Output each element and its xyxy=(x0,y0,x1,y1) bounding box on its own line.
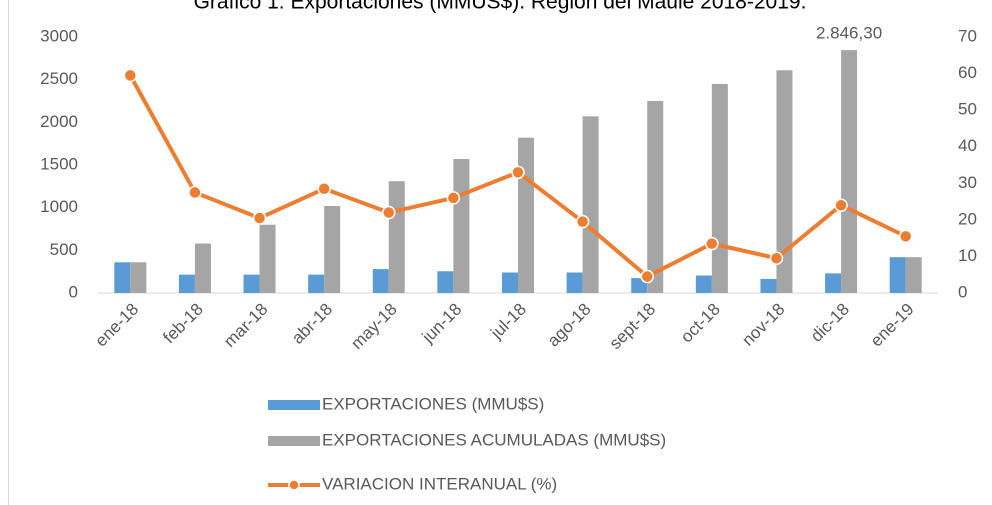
x-tick-label: ago-18 xyxy=(544,300,595,351)
line-marker xyxy=(834,198,848,212)
bar xyxy=(372,269,389,293)
bar xyxy=(905,257,922,293)
bar xyxy=(760,278,777,293)
x-tick-label: jul-18 xyxy=(486,300,530,344)
bar xyxy=(259,224,276,293)
x-tick-label: ene-19 xyxy=(867,300,918,351)
line-marker xyxy=(640,269,654,284)
bar xyxy=(841,50,858,293)
legend-label: EXPORTACIONES ACUMULADAS (MMU$S) xyxy=(322,430,666,449)
bar xyxy=(437,271,454,293)
y2-tick-label: 10 xyxy=(958,246,977,265)
bar xyxy=(776,70,793,293)
line-marker xyxy=(317,182,331,196)
bar xyxy=(243,274,260,293)
chart-frame xyxy=(8,0,9,505)
x-tick-label: abr-18 xyxy=(288,300,336,348)
bar xyxy=(502,272,518,293)
x-tick-label: ene-18 xyxy=(91,300,142,351)
y2-tick-label: 70 xyxy=(958,26,977,45)
bar xyxy=(324,205,341,293)
y2-tick-label: 40 xyxy=(958,136,977,155)
legend-swatch xyxy=(268,400,320,410)
y-tick-label: 1500 xyxy=(40,154,78,173)
y-tick-label: 1000 xyxy=(40,197,78,216)
x-tick-label: may-18 xyxy=(347,300,401,354)
bar xyxy=(889,257,906,293)
line-marker xyxy=(382,205,396,220)
bar xyxy=(695,275,712,293)
y2-tick-label: 30 xyxy=(958,173,977,192)
line-marker xyxy=(188,185,202,200)
y2-tick-label: 50 xyxy=(958,100,977,119)
legend-swatch xyxy=(288,479,300,491)
bar xyxy=(114,262,131,293)
y-tick-label: 500 xyxy=(50,240,78,259)
x-tick-label: nov-18 xyxy=(738,300,788,350)
line-marker xyxy=(705,236,719,251)
x-tick-label: sept-18 xyxy=(606,300,660,354)
bar xyxy=(647,101,664,293)
bar xyxy=(582,116,599,293)
y-tick-label: 0 xyxy=(69,282,78,301)
y-tick-label: 2500 xyxy=(40,69,78,88)
x-tick-label: jun-18 xyxy=(418,300,466,348)
bar xyxy=(566,272,583,293)
line-marker xyxy=(252,211,267,225)
bar xyxy=(178,274,195,293)
y-tick-label: 3000 xyxy=(40,26,78,45)
bar xyxy=(518,137,534,293)
legend-label: EXPORTACIONES (MMU$S) xyxy=(322,394,544,413)
x-tick-label: oct-18 xyxy=(677,300,724,347)
bar xyxy=(388,181,405,293)
bar xyxy=(825,273,842,293)
y2-tick-label: 0 xyxy=(958,282,967,301)
line-marker xyxy=(446,191,461,205)
bar xyxy=(130,262,147,293)
y2-tick-label: 20 xyxy=(958,209,977,228)
line-marker xyxy=(898,229,913,244)
data-label: 2.846,30 xyxy=(816,24,882,43)
line-marker xyxy=(575,214,590,229)
line-marker xyxy=(511,165,525,180)
y2-tick-label: 60 xyxy=(958,63,977,82)
x-tick-label: mar-18 xyxy=(220,300,272,352)
legend-label: VARIACION INTERANUAL (%) xyxy=(322,474,557,493)
bar xyxy=(453,159,470,293)
line-marker xyxy=(769,251,784,266)
bar xyxy=(194,243,211,293)
bar xyxy=(308,274,325,293)
x-tick-label: dic-18 xyxy=(807,300,853,346)
line-marker xyxy=(123,68,138,83)
x-tick-label: feb-18 xyxy=(159,300,207,348)
bar xyxy=(711,83,728,293)
legend-swatch xyxy=(268,436,320,446)
y-tick-label: 2000 xyxy=(40,112,78,131)
chart-title: Gráfico 1: Exportaciones (MMUS$). Región… xyxy=(194,0,807,14)
